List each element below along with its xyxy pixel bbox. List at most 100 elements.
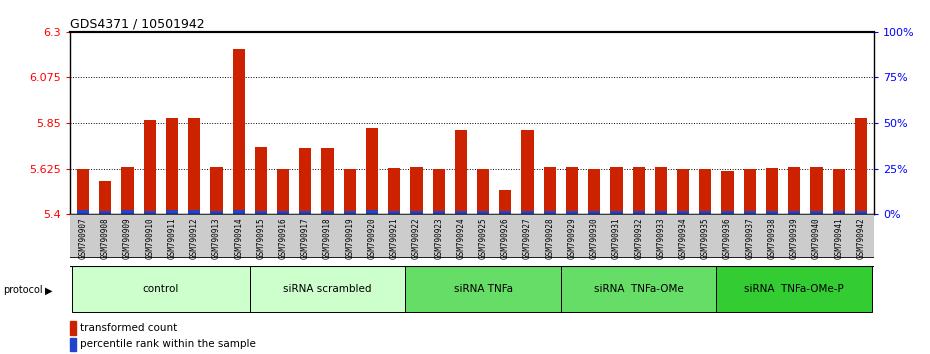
- Text: GSM790941: GSM790941: [834, 218, 844, 259]
- Bar: [677, 211, 689, 214]
- Text: GSM790937: GSM790937: [745, 218, 754, 259]
- Bar: [70, 321, 76, 335]
- Bar: [810, 211, 822, 214]
- Bar: [255, 211, 267, 214]
- Bar: [432, 169, 445, 211]
- Bar: [699, 211, 711, 214]
- Text: GSM790942: GSM790942: [857, 218, 866, 259]
- Text: siRNA  TNFa-OMe: siRNA TNFa-OMe: [593, 284, 684, 295]
- Bar: [744, 169, 756, 211]
- Text: control: control: [142, 284, 179, 295]
- Bar: [210, 167, 222, 211]
- Text: GSM790935: GSM790935: [701, 218, 710, 259]
- Bar: [522, 211, 534, 214]
- Text: GSM790939: GSM790939: [790, 218, 799, 259]
- Bar: [188, 210, 200, 214]
- Bar: [855, 211, 867, 214]
- Bar: [855, 118, 867, 211]
- Bar: [655, 167, 667, 211]
- Bar: [166, 118, 178, 210]
- Bar: [166, 210, 178, 214]
- Bar: [632, 167, 644, 211]
- Bar: [77, 169, 89, 210]
- Text: GSM790928: GSM790928: [545, 218, 554, 259]
- Bar: [365, 210, 379, 214]
- Text: GSM790940: GSM790940: [812, 218, 821, 259]
- Bar: [344, 169, 356, 211]
- Text: GSM790912: GSM790912: [190, 218, 199, 259]
- Bar: [722, 211, 734, 214]
- Bar: [344, 211, 356, 214]
- Bar: [499, 190, 512, 211]
- Bar: [143, 211, 156, 214]
- Bar: [322, 148, 334, 211]
- Bar: [588, 211, 600, 214]
- Text: GSM790911: GSM790911: [167, 218, 177, 259]
- Text: GSM790913: GSM790913: [212, 218, 221, 259]
- Bar: [388, 211, 400, 214]
- Bar: [143, 120, 156, 211]
- Text: protocol: protocol: [3, 285, 43, 295]
- Bar: [565, 211, 578, 214]
- Bar: [455, 130, 467, 211]
- Bar: [210, 211, 222, 214]
- Bar: [766, 167, 778, 211]
- Bar: [588, 169, 600, 211]
- Bar: [70, 338, 76, 351]
- Bar: [561, 267, 716, 312]
- Text: GSM790925: GSM790925: [479, 218, 487, 259]
- Bar: [716, 267, 872, 312]
- Text: GSM790915: GSM790915: [257, 218, 265, 259]
- Bar: [788, 167, 801, 211]
- Text: percentile rank within the sample: percentile rank within the sample: [80, 339, 256, 349]
- Bar: [632, 211, 644, 214]
- Text: GSM790936: GSM790936: [723, 218, 732, 259]
- Bar: [365, 128, 379, 210]
- Text: GSM790938: GSM790938: [767, 218, 777, 259]
- Bar: [299, 148, 312, 211]
- Bar: [477, 169, 489, 211]
- Text: GSM790918: GSM790918: [323, 218, 332, 259]
- Text: siRNA scrambled: siRNA scrambled: [284, 284, 372, 295]
- Bar: [655, 211, 667, 214]
- Bar: [455, 211, 467, 214]
- Text: GSM790922: GSM790922: [412, 218, 421, 259]
- Bar: [766, 211, 778, 214]
- Bar: [499, 211, 512, 214]
- Bar: [277, 211, 289, 214]
- Text: GSM790934: GSM790934: [679, 218, 687, 259]
- Text: GSM790917: GSM790917: [300, 218, 310, 259]
- Text: GSM790910: GSM790910: [145, 218, 154, 259]
- Text: GSM790920: GSM790920: [367, 218, 377, 259]
- Bar: [832, 169, 844, 211]
- Text: GSM790908: GSM790908: [100, 218, 110, 259]
- Bar: [699, 169, 711, 211]
- Text: siRNA TNFa: siRNA TNFa: [454, 284, 512, 295]
- Text: siRNA  TNFa-OMe-P: siRNA TNFa-OMe-P: [744, 284, 844, 295]
- Bar: [122, 167, 134, 210]
- Bar: [72, 267, 250, 312]
- Bar: [788, 211, 801, 214]
- Text: GSM790921: GSM790921: [390, 218, 399, 259]
- Text: GSM790919: GSM790919: [345, 218, 354, 259]
- Bar: [565, 167, 578, 211]
- Text: GSM790929: GSM790929: [567, 218, 577, 259]
- Bar: [810, 167, 822, 211]
- Bar: [410, 167, 422, 211]
- Bar: [522, 130, 534, 211]
- Bar: [388, 167, 400, 211]
- Text: GSM790927: GSM790927: [523, 218, 532, 259]
- Text: GSM790916: GSM790916: [279, 218, 287, 259]
- Text: GSM790926: GSM790926: [501, 218, 510, 259]
- Text: GSM790914: GSM790914: [234, 218, 243, 259]
- Text: GSM790909: GSM790909: [123, 218, 132, 259]
- Bar: [232, 210, 245, 214]
- Text: GSM790907: GSM790907: [78, 218, 87, 259]
- Bar: [722, 171, 734, 211]
- Bar: [232, 49, 245, 210]
- Text: GSM790924: GSM790924: [457, 218, 465, 259]
- Bar: [188, 118, 200, 210]
- Bar: [677, 169, 689, 211]
- Bar: [610, 211, 622, 214]
- Bar: [477, 211, 489, 214]
